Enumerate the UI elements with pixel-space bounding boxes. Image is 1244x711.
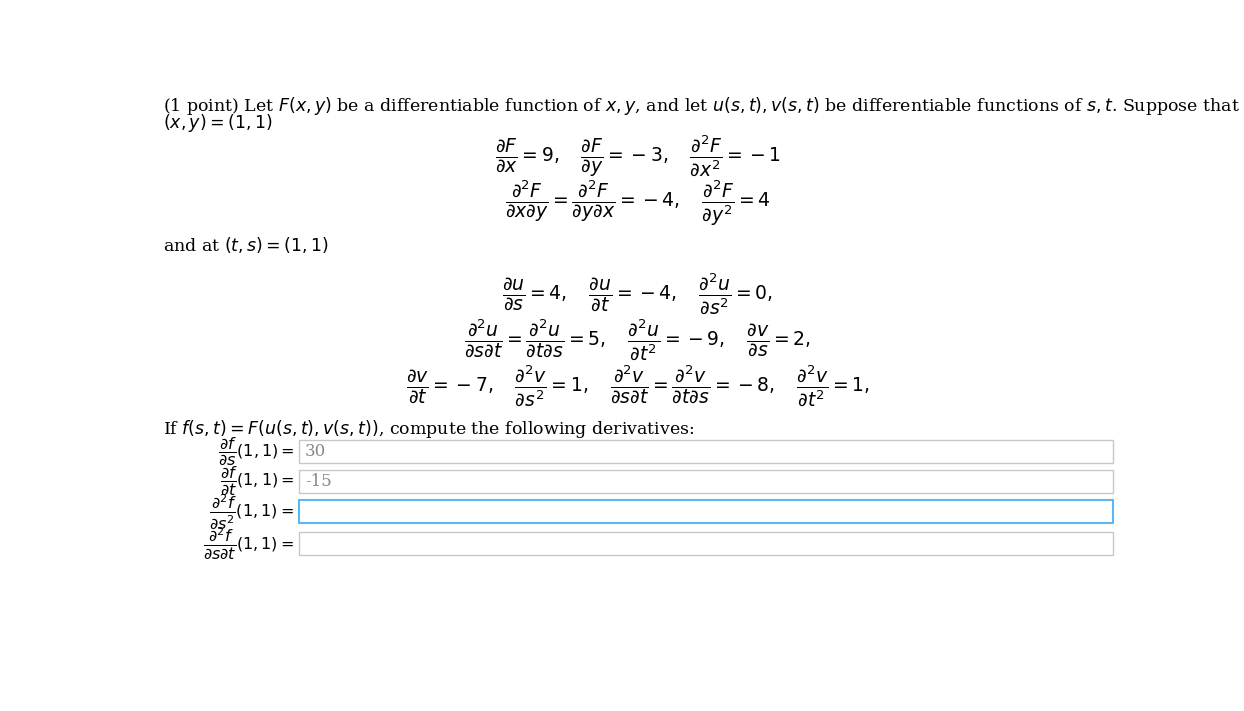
Text: If $f(s, t) = F(u(s,t), v(s,t))$, compute the following derivatives:: If $f(s, t) = F(u(s,t), v(s,t))$, comput…	[163, 418, 695, 440]
Text: $\dfrac{\partial^2 f}{\partial s^2}(1,1) =$: $\dfrac{\partial^2 f}{\partial s^2}(1,1)…	[209, 493, 295, 531]
Text: $\dfrac{\partial f}{\partial t}(1,1) =$: $\dfrac{\partial f}{\partial t}(1,1) =$	[220, 466, 295, 498]
Text: (1 point) Let $F(x, y)$ be a differentiable function of $x, y$, and let $u(s,t),: (1 point) Let $F(x, y)$ be a differentia…	[163, 95, 1244, 117]
Text: $\dfrac{\partial^2 F}{\partial x\partial y} = \dfrac{\partial^2 F}{\partial y\pa: $\dfrac{\partial^2 F}{\partial x\partial…	[505, 178, 770, 228]
Text: and at $(t, s) = (1, 1)$: and at $(t, s) = (1, 1)$	[163, 235, 328, 255]
Text: $\dfrac{\partial^2 u}{\partial s\partial t} = \dfrac{\partial^2 u}{\partial t\pa: $\dfrac{\partial^2 u}{\partial s\partial…	[464, 318, 811, 363]
Text: $\dfrac{\partial v}{\partial t} = -7, \quad \dfrac{\partial^2 v}{\partial s^2} =: $\dfrac{\partial v}{\partial t} = -7, \q…	[406, 364, 870, 410]
Bar	[299, 532, 1112, 555]
Bar	[299, 470, 1112, 493]
Text: 30: 30	[305, 444, 326, 460]
Text: $\dfrac{\partial u}{\partial s} = 4, \quad \dfrac{\partial u}{\partial t} = -4, : $\dfrac{\partial u}{\partial s} = 4, \qu…	[503, 272, 773, 317]
Text: $(x, y) = (1, 1)$: $(x, y) = (1, 1)$	[163, 112, 272, 134]
Bar	[299, 440, 1112, 464]
Text: $\dfrac{\partial F}{\partial x} = 9, \quad \dfrac{\partial F}{\partial y} = -3, : $\dfrac{\partial F}{\partial x} = 9, \qu…	[495, 134, 780, 179]
Bar	[299, 501, 1112, 523]
Text: $\dfrac{\partial^2 f}{\partial s\partial t}(1,1) =$: $\dfrac{\partial^2 f}{\partial s\partial…	[203, 525, 295, 561]
Text: $\dfrac{\partial f}{\partial s}(1,1) =$: $\dfrac{\partial f}{\partial s}(1,1) =$	[218, 436, 295, 468]
Text: -15: -15	[305, 474, 332, 491]
